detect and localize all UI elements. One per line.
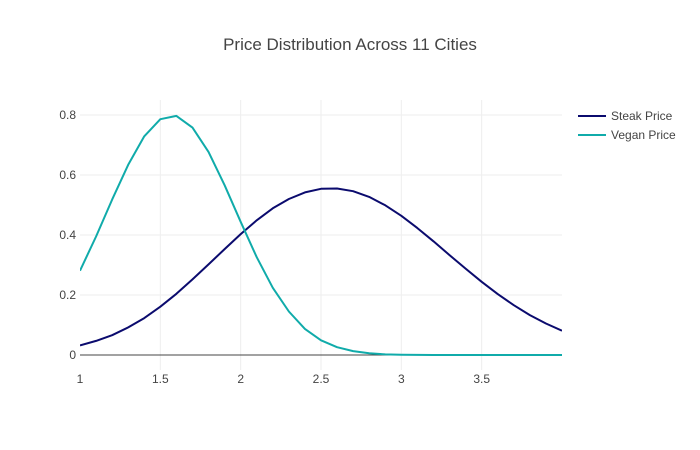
- y-tick-label: 0.2: [59, 288, 76, 302]
- x-tick-label: 2: [237, 372, 244, 386]
- series-group: [80, 114, 562, 356]
- y-tick-label: 0: [69, 348, 76, 362]
- legend[interactable]: Steak Price Vegan Price: [578, 109, 676, 142]
- y-tick-label: 0.8: [59, 108, 76, 122]
- axes: 1 1.5 2 2.5 3 3.5 0 0.2 0.4 0.6 0.8: [59, 108, 562, 386]
- legend-label: Vegan Price: [611, 128, 676, 142]
- y-tick-label: 0.6: [59, 168, 76, 182]
- series-line-steak-price: [80, 187, 562, 347]
- x-tick-label: 1.5: [152, 372, 169, 386]
- grid: [80, 100, 562, 370]
- legend-label: Steak Price: [611, 109, 673, 123]
- series-line-vegan-price: [80, 114, 562, 356]
- x-tick-label: 3.5: [473, 372, 490, 386]
- x-tick-label: 3: [398, 372, 405, 386]
- x-tick-label: 2.5: [313, 372, 330, 386]
- x-tick-label: 1: [77, 372, 84, 386]
- chart-title: Price Distribution Across 11 Cities: [223, 35, 477, 54]
- y-tick-label: 0.4: [59, 228, 76, 242]
- legend-item[interactable]: Vegan Price: [578, 128, 676, 142]
- legend-item[interactable]: Steak Price: [578, 109, 673, 123]
